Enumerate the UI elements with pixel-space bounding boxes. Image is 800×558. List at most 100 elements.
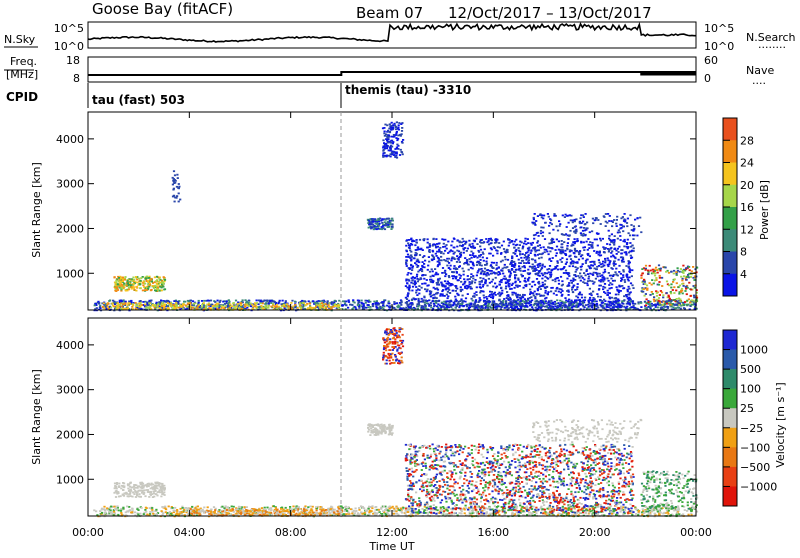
power-cell [451,283,453,285]
power-cell [430,307,432,309]
power-cell [690,289,692,291]
power-cell [605,225,607,227]
power-cell [501,306,503,308]
power-cell [142,301,144,303]
power-cell [509,271,511,273]
power-cell [524,267,526,269]
power-cell [566,258,568,260]
power-cell [450,245,452,247]
power-cell [567,306,569,308]
power-cell [159,282,161,284]
power-cell [519,285,521,287]
power-cell [387,221,389,223]
power-cell [494,242,496,244]
power-cell [164,279,166,281]
power-cell [479,292,481,294]
power-cell [531,286,533,288]
power-cell [534,213,536,215]
power-cell [395,126,397,128]
power-cell [607,294,609,296]
power-cell [491,249,493,251]
power-cell [604,262,606,264]
power-cell [665,271,667,273]
power-cell [576,303,578,305]
power-cell [605,213,607,215]
power-cell [599,275,601,277]
power-cell [616,225,618,227]
power-cell [630,224,632,226]
power-cell [465,242,467,244]
power-cell [619,306,621,308]
power-cell [156,284,158,286]
power-cell [576,238,578,240]
power-cell [487,307,489,309]
power-cell [383,156,385,158]
power-cell [201,306,203,308]
power-cell [453,271,455,273]
power-cell [589,266,591,268]
power-cell [428,256,430,258]
power-cell [662,294,664,296]
power-cell [686,276,688,278]
power-cell [651,284,653,286]
power-cell [518,259,520,261]
power-cell [408,288,410,290]
power-cell [561,261,563,263]
power-cell [128,302,130,304]
power-cell [584,223,586,225]
power-cell [586,241,588,243]
power-cell [516,295,518,297]
power-cell [240,302,242,304]
power-cell [649,306,651,308]
power-cell [582,306,584,308]
power-cell [659,304,661,306]
power-cell [643,288,645,290]
power-cell [512,243,514,245]
power-cell [660,308,662,310]
power-cell [424,288,426,290]
power-cell [570,219,572,221]
power-cell [515,274,517,276]
power-cell [604,258,606,260]
power-cell [163,289,165,291]
power-cell [615,301,617,303]
power-cell [107,306,109,308]
power-cell [556,246,558,248]
power-cell [136,305,138,307]
power-cell [534,296,536,298]
power-cell [405,256,407,258]
power-cell [411,269,413,271]
power-cell [492,286,494,288]
power-cell [436,251,438,253]
power-cell [149,284,151,286]
power-cell [171,304,173,306]
power-cell [506,291,508,293]
power-cell [414,262,416,264]
power-cell [415,286,417,288]
power-cell [147,288,149,290]
power-cell [382,303,384,305]
power-cell [378,225,380,227]
power-cell [406,304,408,306]
power-cell [241,308,243,310]
power-cell [658,281,660,283]
power-colorbar-tick-label: 20 [740,179,754,192]
power-cell [561,280,563,282]
power-cell [524,270,526,272]
power-cell [541,273,543,275]
power-cell [658,264,660,266]
power-cell [508,299,510,301]
power-cell [456,250,458,252]
power-cell [384,146,386,148]
power-cell [443,301,445,303]
power-cell [572,263,574,265]
power-cell [458,306,460,308]
power-cell [477,272,479,274]
power-cell [560,253,562,255]
power-cell [466,260,468,262]
power-cell [411,277,413,279]
power-cell [502,273,504,275]
power-cell [620,277,622,279]
power-cell [682,293,684,295]
power-cell [549,258,551,260]
